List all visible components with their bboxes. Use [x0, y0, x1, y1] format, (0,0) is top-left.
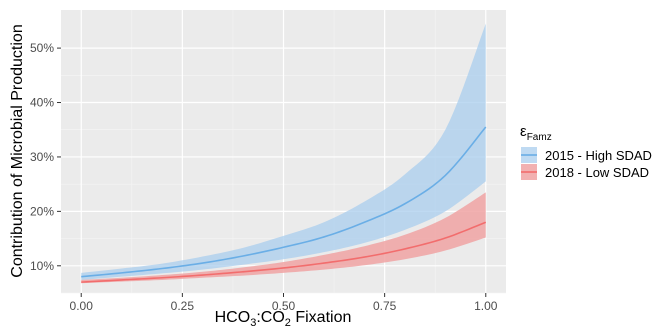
legend-title: εFamz	[520, 123, 552, 143]
legend-title-symbol: ε	[520, 123, 527, 140]
legend-label: 2018 - Low SDAD	[545, 165, 649, 180]
ribbon-high-sdad	[81, 23, 486, 280]
legend-title-sub: Famz	[527, 132, 552, 143]
x-tick-label: 0.25	[171, 299, 195, 313]
x-tick-label: 0.00	[70, 299, 94, 313]
y-tick-label: 30%	[30, 150, 54, 164]
legend: εFamz 2015 - High SDAD 2018 - Low SDAD	[520, 123, 652, 180]
line-high-sdad	[81, 126, 487, 278]
x-axis-title-part-a: HCO	[215, 309, 251, 326]
x-axis-title-part-b: :CO	[256, 309, 284, 326]
x-axis: 0.00 0.25 0.50 0.75 1.00	[70, 293, 498, 313]
legend-label: 2015 - High SDAD	[545, 148, 652, 163]
x-tick-label: 0.50	[272, 299, 296, 313]
y-tick-label: 40%	[30, 96, 54, 110]
y-tick-label: 10%	[30, 259, 54, 273]
x-axis-title: HCO3:CO2 Fixation	[215, 309, 352, 327]
line-low-sdad	[81, 221, 487, 283]
series-lines	[81, 126, 487, 283]
x-tick-label: 0.75	[373, 299, 397, 313]
y-tick-label: 20%	[30, 204, 54, 218]
x-axis-title-sub-b: 2	[285, 317, 291, 327]
y-axis-title: Contribution of Microbial Production	[9, 24, 26, 277]
x-axis-title-part-c: Fixation	[291, 309, 351, 326]
y-tick-label: 50%	[30, 41, 54, 55]
confidence-ribbons	[81, 23, 486, 284]
y-axis: 10% 20% 30% 40% 50%	[30, 41, 61, 273]
x-axis-title-sub-a: 3	[250, 317, 256, 327]
ribbon-low-sdad	[81, 192, 486, 284]
x-tick-label: 1.00	[474, 299, 498, 313]
